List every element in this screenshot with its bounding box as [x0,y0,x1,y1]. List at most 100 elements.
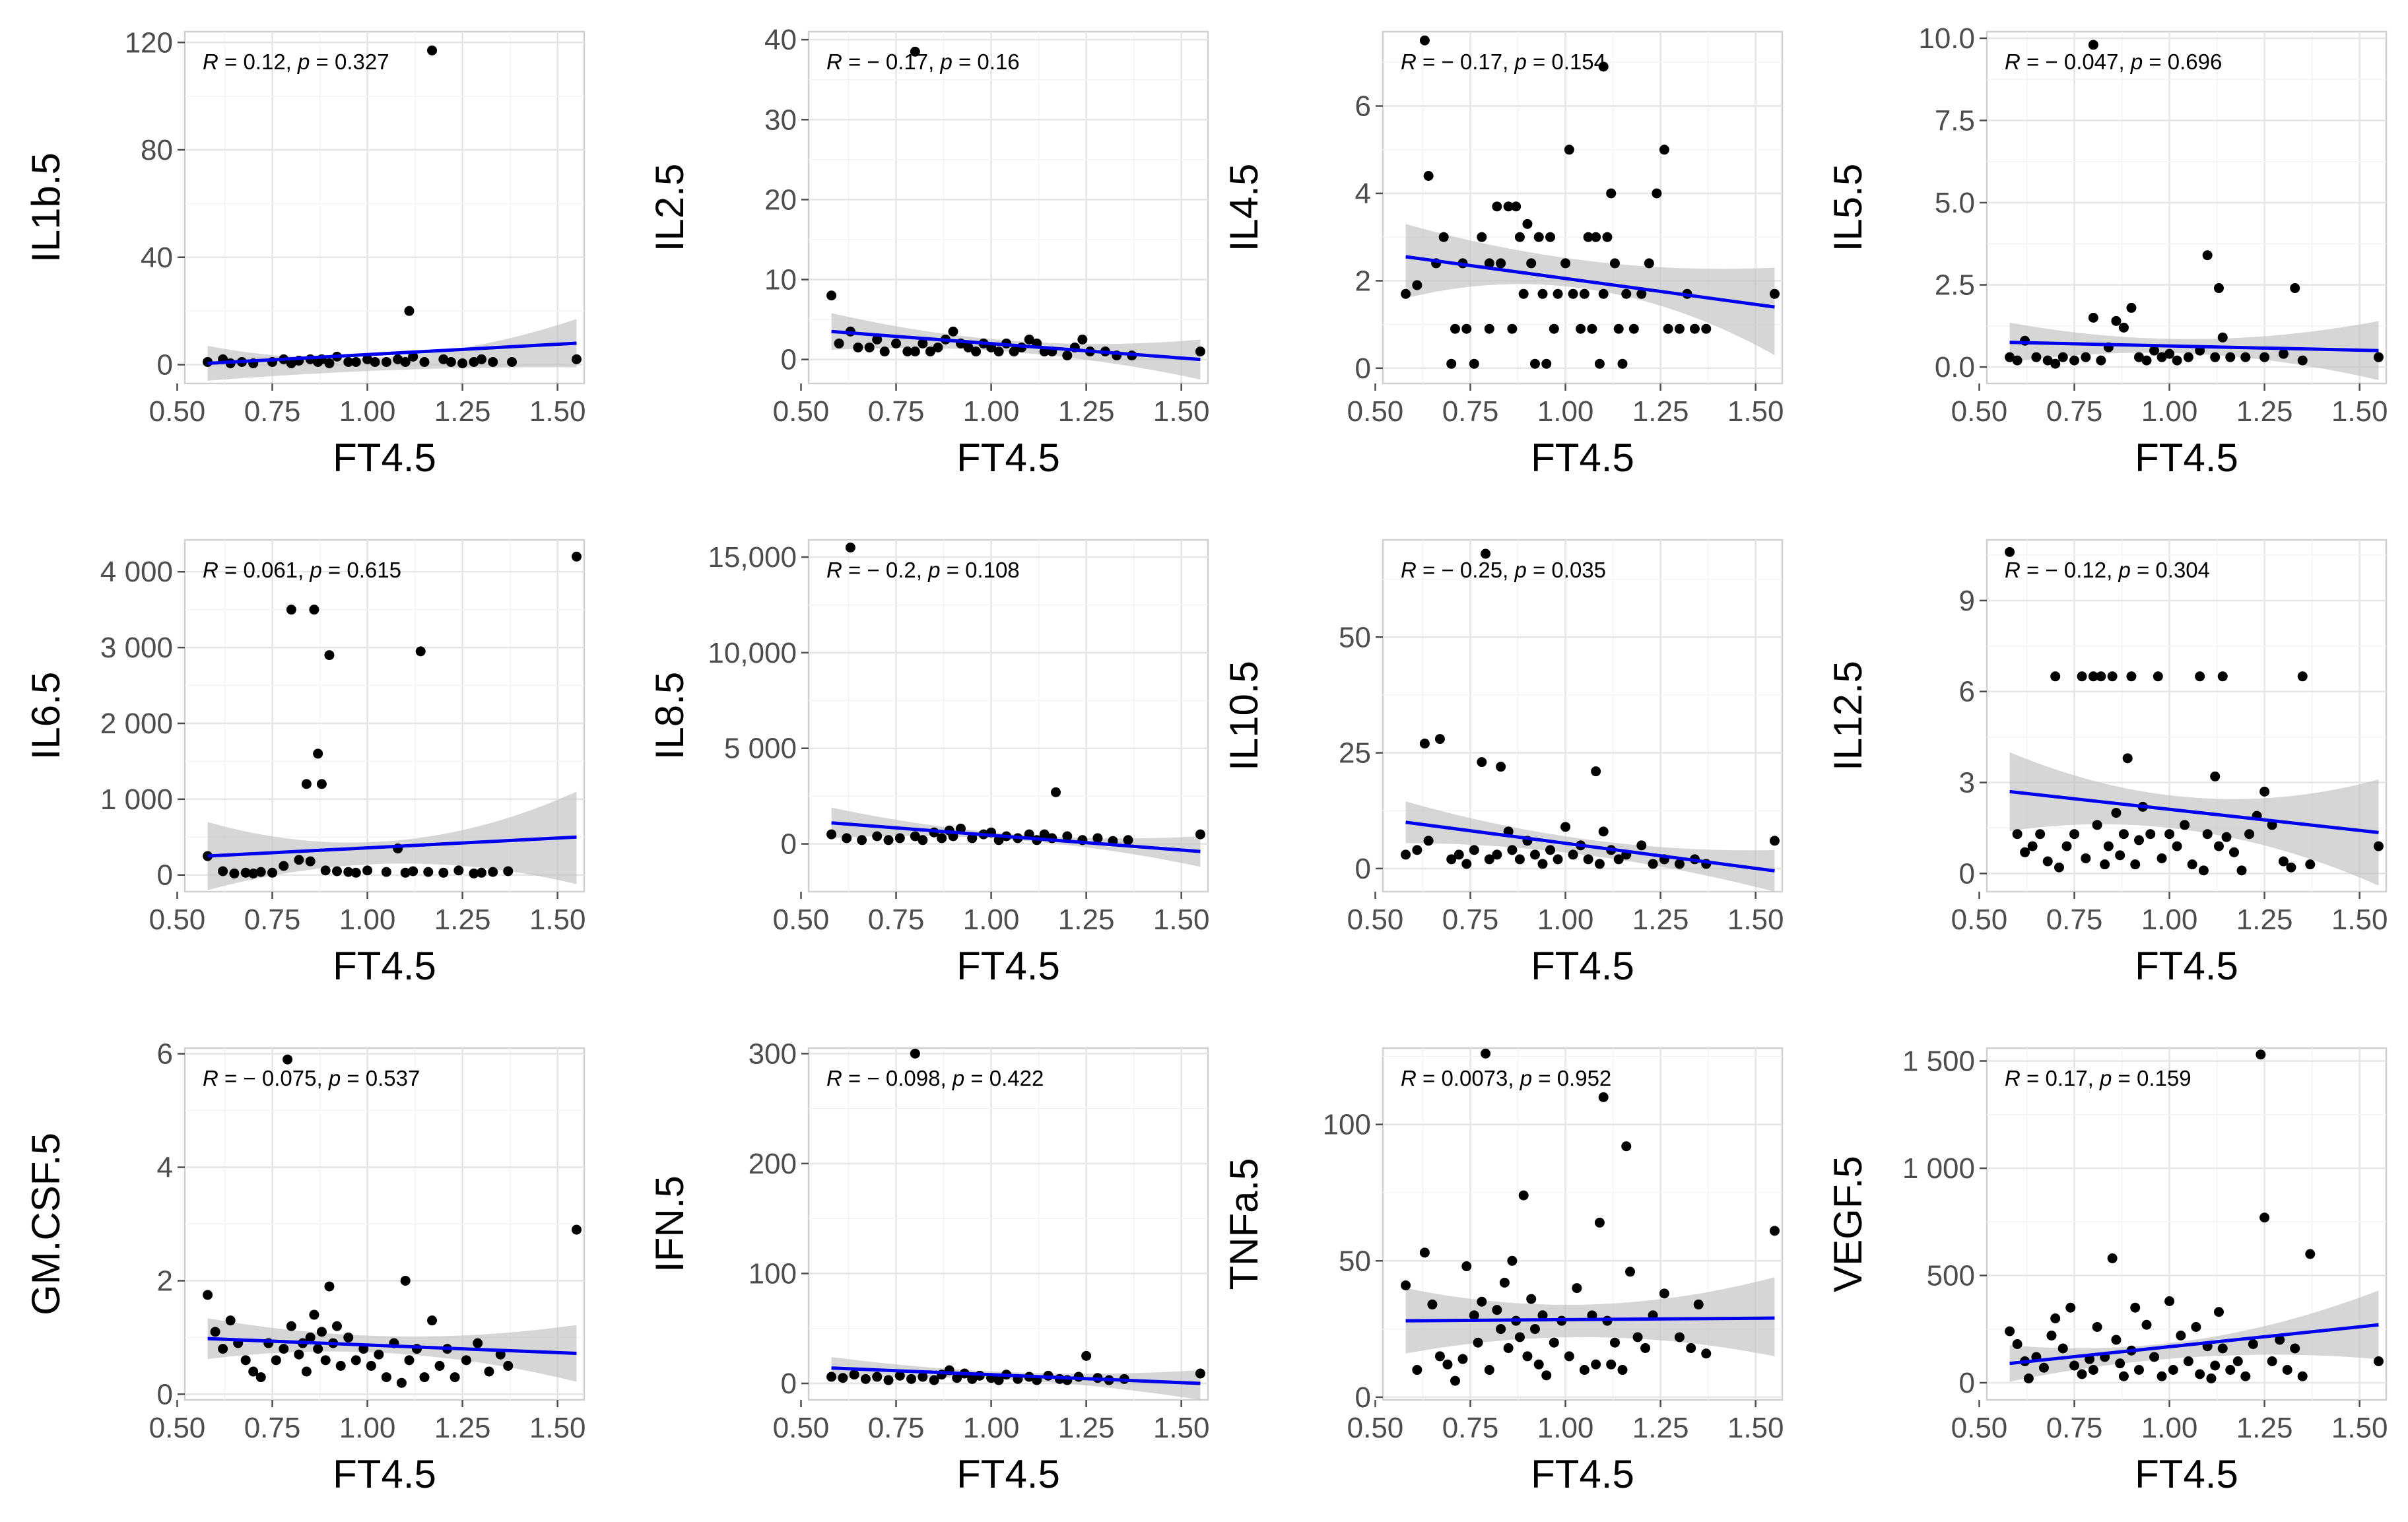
y-tick-label: 0 [157,1378,173,1410]
data-point [1522,1351,1533,1362]
data-point [2050,358,2061,369]
data-point [849,1370,859,1380]
data-point [883,1375,894,1385]
y-tick-label: 4 [157,1152,173,1184]
data-point [1496,762,1506,772]
data-point [1481,1048,1491,1059]
data-point [1469,845,1479,855]
y-tick-label: 10.0 [1918,22,1975,55]
x-tick-label: 1.50 [2331,904,2388,936]
data-point [1640,1342,1651,1353]
data-point [2005,546,2015,557]
data-point [1062,350,1073,361]
data-point [2213,841,2224,851]
y-tick-label: 0 [1355,352,1371,385]
p-symbol: p [952,1066,964,1090]
data-point [1529,849,1540,860]
data-point [1594,358,1605,369]
data-point [1769,288,1780,299]
y-axis-title: TNFa.5 [1222,1158,1266,1290]
data-point [400,356,411,367]
data-point [842,833,852,844]
scatter-panel: 0.50 0.75 1.00 1.25 1.50 0.0 2.5 5.0 7.5 10.0 FT4.… [1826,22,2388,480]
data-point [476,354,486,364]
data-point [469,868,479,878]
data-point [1594,1217,1605,1228]
scatter-panel: 0.50 0.75 1.00 1.25 1.50 0 40 80 120 FT4.5 IL1b.5 R… [24,26,585,480]
data-point [1484,258,1494,269]
data-point [1564,1351,1574,1362]
x-tick-label: 1.50 [529,1412,586,1444]
data-point [1587,323,1597,334]
data-point [331,866,342,877]
p-symbol: p [927,558,940,582]
data-point [937,833,947,844]
x-tick-label: 1.25 [1632,904,1689,936]
data-point [2069,355,2080,366]
r-value: = − 0.075, [218,1066,329,1090]
data-point [1579,288,1589,299]
data-point [2236,865,2247,876]
data-point [343,867,354,877]
correlation-annotation: R = 0.17, p = 0.159 [2005,1066,2191,1090]
data-point [1613,854,1624,865]
data-point [2278,856,2289,867]
data-point [374,1349,384,1360]
data-point [1009,347,1019,357]
data-point [2210,771,2221,781]
x-tick-label: 0.75 [868,395,925,428]
p-value: = 0.696 [2143,50,2222,74]
data-point [1423,170,1434,181]
data-point [2259,1212,2270,1223]
data-point [1553,288,1563,299]
x-axis-title: FT4.5 [2135,1452,2238,1496]
y-tick-label: 0 [157,859,173,892]
data-point [2248,1339,2258,1349]
data-point [2244,829,2255,840]
data-point [2020,847,2030,857]
scatter-panel: 0.50 0.75 1.00 1.25 1.50 0 50 100 FT4.5 TNFa.5 R =… [1222,1047,1784,1496]
data-point [1701,1348,1712,1359]
scatter-panel: 0.50 0.75 1.00 1.25 1.50 0 1 000 2 000 3 000 4 00… [24,539,585,988]
x-tick-label: 0.50 [1347,904,1404,936]
y-tick-label: 50 [1339,621,1371,653]
data-point [2217,332,2228,343]
data-point [1469,358,1479,369]
y-axis-title: VEGF.5 [1826,1156,1870,1292]
y-tick-label: 6 [1355,90,1371,123]
data-point [351,867,361,878]
data-point [2118,322,2129,333]
scatter-panel: 0.50 0.75 1.00 1.25 1.50 0 5 000 10,000 15,000 FT… [648,539,1209,988]
data-point [1024,334,1034,345]
data-point [1659,1288,1669,1299]
x-axis-title: FT4.5 [2135,436,2238,480]
data-point [2088,312,2098,323]
data-point [967,1373,978,1384]
data-point [1652,188,1662,199]
data-point [309,605,319,615]
x-tick-label: 1.25 [2236,1412,2293,1444]
p-value: = 0.537 [341,1066,420,1090]
data-point [1564,145,1574,155]
data-point [925,347,935,357]
data-point [419,356,430,367]
y-tick-label: 40 [141,242,173,274]
data-point [396,1377,407,1388]
data-point [2275,1335,2285,1345]
r-symbol: R [826,50,842,74]
data-point [267,867,278,878]
data-point [2297,355,2308,366]
data-point [2240,352,2251,362]
r-symbol: R [203,558,218,582]
data-point [918,338,928,348]
data-point [1446,358,1457,369]
x-tick-label: 1.50 [1153,1412,1210,1444]
y-tick-label: 10 [764,264,797,296]
x-tick-label: 1.25 [2236,904,2293,936]
x-tick-label: 1.25 [434,1412,491,1444]
data-point [1195,347,1205,357]
data-point [1507,1255,1518,1266]
p-symbol: p [309,558,321,582]
scatter-panel: 0.50 0.75 1.00 1.25 1.50 0 2 4 6 FT4.5 GM.CSF.5 R =… [24,1038,585,1496]
x-tick-label: 0.50 [1951,904,2008,936]
